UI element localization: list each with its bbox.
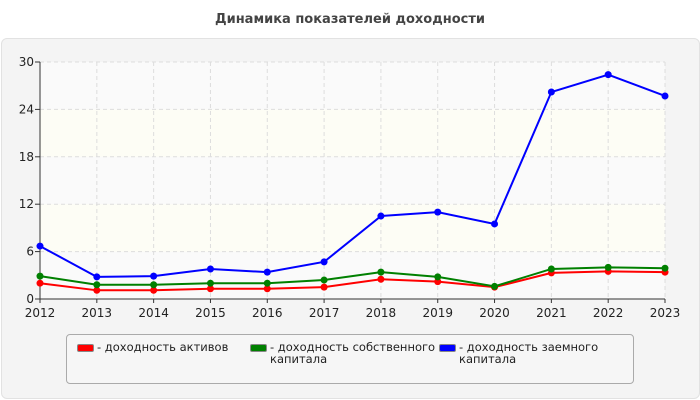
legend-item-equity: - доходность собственного капитала: [250, 341, 440, 365]
data-point: [150, 286, 158, 294]
x-tick-label: 2020: [479, 306, 510, 320]
data-point: [206, 285, 214, 293]
data-point: [377, 268, 385, 276]
data-point: [206, 279, 214, 287]
x-tick-label: 2016: [252, 306, 283, 320]
data-point: [36, 279, 44, 287]
data-point: [661, 264, 669, 272]
data-point: [491, 282, 499, 290]
x-tick-label: 2021: [536, 306, 567, 320]
x-tick-label: 2023: [650, 306, 681, 320]
y-tick-label: 30: [19, 55, 34, 69]
legend: - доходность активов - доходность собств…: [66, 334, 634, 384]
data-point: [263, 268, 271, 276]
series-line-0: [39, 270, 666, 292]
legend-label: - доходность собственного капитала: [270, 340, 436, 366]
data-point: [36, 272, 44, 280]
data-point: [491, 220, 499, 228]
data-point: [604, 263, 612, 271]
series-line-2: [39, 73, 666, 278]
legend-item-assets: - доходность активов: [77, 341, 228, 353]
data-point: [320, 283, 328, 291]
x-tick-label: 2019: [422, 306, 453, 320]
data-point: [93, 286, 101, 294]
data-point: [320, 276, 328, 284]
x-tick-label: 2014: [138, 306, 169, 320]
x-tick-label: 2018: [366, 306, 397, 320]
plot-band: [40, 204, 665, 252]
legend-swatch: [250, 344, 267, 352]
legend-swatch: [77, 344, 94, 352]
data-point: [547, 88, 555, 96]
plot-band: [40, 109, 665, 157]
data-point: [263, 279, 271, 287]
x-tick-label: 2017: [309, 306, 340, 320]
y-tick-label: 12: [19, 197, 34, 211]
x-tick-label: 2013: [82, 306, 113, 320]
data-point: [434, 208, 442, 216]
data-point: [661, 92, 669, 100]
plot-band: [40, 156, 665, 205]
y-tick-label: 18: [19, 150, 34, 164]
series-line-1: [39, 266, 666, 288]
data-point: [150, 281, 158, 289]
x-tick-label: 2022: [593, 306, 624, 320]
plot-band: [40, 62, 665, 110]
y-tick-label: 0: [26, 292, 34, 306]
data-point: [377, 212, 385, 220]
data-point: [93, 273, 101, 281]
data-point: [36, 242, 44, 250]
data-point: [604, 71, 612, 79]
x-tick-label: 2012: [25, 306, 56, 320]
data-point: [150, 272, 158, 280]
legend-label: - доходность заемного капитала: [459, 340, 599, 366]
y-tick-label: 6: [26, 245, 34, 259]
data-point: [263, 285, 271, 293]
data-point: [377, 275, 385, 283]
chart-title: Динамика показателей доходности: [215, 12, 485, 27]
x-tick-label: 2015: [195, 306, 226, 320]
data-point: [547, 265, 555, 273]
legend-swatch: [439, 344, 456, 352]
y-tick-label: 24: [19, 102, 34, 116]
legend-label: - доходность активов: [97, 340, 229, 354]
data-point: [93, 281, 101, 289]
data-point: [320, 258, 328, 266]
data-point: [434, 273, 442, 281]
legend-item-debt: - доходность заемного капитала: [439, 341, 619, 365]
data-point: [206, 265, 214, 273]
